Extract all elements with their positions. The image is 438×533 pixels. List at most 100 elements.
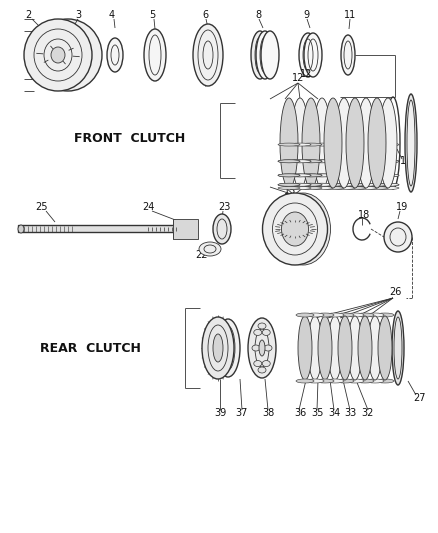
Ellipse shape [355,143,377,146]
Text: 35: 35 [312,408,324,418]
Ellipse shape [289,160,311,163]
Ellipse shape [306,313,324,317]
Ellipse shape [322,160,344,163]
Ellipse shape [326,313,344,317]
Ellipse shape [348,316,362,380]
Ellipse shape [355,183,377,186]
Ellipse shape [318,316,332,380]
Ellipse shape [366,187,388,190]
Text: 27: 27 [414,393,426,403]
Text: 12: 12 [292,73,304,83]
Ellipse shape [282,212,308,246]
Ellipse shape [300,160,322,163]
Bar [18,225,178,232]
Ellipse shape [366,160,388,163]
Ellipse shape [24,19,92,91]
Ellipse shape [341,35,355,75]
Ellipse shape [333,143,355,146]
Ellipse shape [333,183,355,186]
Text: FRONT  CLUTCH: FRONT CLUTCH [74,132,186,144]
Text: 23: 23 [218,202,230,212]
Text: 9: 9 [303,10,309,20]
Text: 3: 3 [75,10,81,20]
Ellipse shape [193,24,223,86]
Ellipse shape [355,160,377,163]
Ellipse shape [322,187,344,190]
Ellipse shape [296,313,314,317]
Ellipse shape [262,329,270,335]
Text: 22: 22 [196,250,208,260]
Ellipse shape [289,143,311,146]
Ellipse shape [300,183,322,186]
Ellipse shape [376,379,394,383]
Ellipse shape [355,174,377,177]
Ellipse shape [392,311,404,385]
Ellipse shape [366,183,388,186]
Ellipse shape [355,183,377,186]
Ellipse shape [18,225,24,233]
Ellipse shape [311,187,333,190]
Ellipse shape [346,98,364,188]
Ellipse shape [355,160,377,163]
Text: 13: 13 [400,156,412,166]
Ellipse shape [324,98,342,188]
Ellipse shape [322,160,344,163]
Ellipse shape [377,143,399,146]
Text: 5: 5 [149,10,155,20]
Ellipse shape [289,174,311,177]
Ellipse shape [377,160,399,163]
Text: 33: 33 [344,408,356,418]
Ellipse shape [344,160,366,163]
Ellipse shape [278,187,300,190]
Ellipse shape [344,174,366,177]
Ellipse shape [213,334,223,362]
Ellipse shape [355,187,377,190]
Ellipse shape [366,143,388,146]
Ellipse shape [405,94,417,192]
Ellipse shape [261,31,279,79]
Ellipse shape [34,19,102,91]
Ellipse shape [322,183,344,186]
Ellipse shape [336,313,354,317]
Ellipse shape [335,98,353,188]
Text: 38: 38 [262,408,274,418]
Ellipse shape [306,379,324,383]
Ellipse shape [338,316,352,380]
Ellipse shape [346,379,364,383]
Ellipse shape [311,174,333,177]
Ellipse shape [299,33,317,77]
Ellipse shape [326,379,344,383]
Text: 34: 34 [328,408,340,418]
Ellipse shape [278,160,300,163]
Ellipse shape [328,316,342,380]
Ellipse shape [322,174,344,177]
Ellipse shape [300,183,322,186]
Ellipse shape [298,316,312,380]
Ellipse shape [366,183,388,186]
Ellipse shape [366,313,384,317]
Ellipse shape [289,160,311,163]
Ellipse shape [311,143,333,146]
Ellipse shape [377,174,399,177]
Ellipse shape [311,183,333,186]
Ellipse shape [278,174,300,177]
Ellipse shape [344,187,366,190]
Ellipse shape [258,367,266,373]
Text: 32: 32 [362,408,374,418]
Ellipse shape [278,183,300,186]
Ellipse shape [316,313,334,317]
Ellipse shape [202,317,234,379]
Ellipse shape [379,98,397,188]
Ellipse shape [296,379,314,383]
Text: 4: 4 [109,10,115,20]
Ellipse shape [322,143,344,146]
Ellipse shape [376,313,394,317]
Ellipse shape [311,174,333,177]
Ellipse shape [346,313,364,317]
Ellipse shape [366,379,384,383]
Ellipse shape [291,98,309,188]
Ellipse shape [252,345,260,351]
Ellipse shape [256,31,274,79]
Ellipse shape [366,174,388,177]
Ellipse shape [377,160,399,163]
